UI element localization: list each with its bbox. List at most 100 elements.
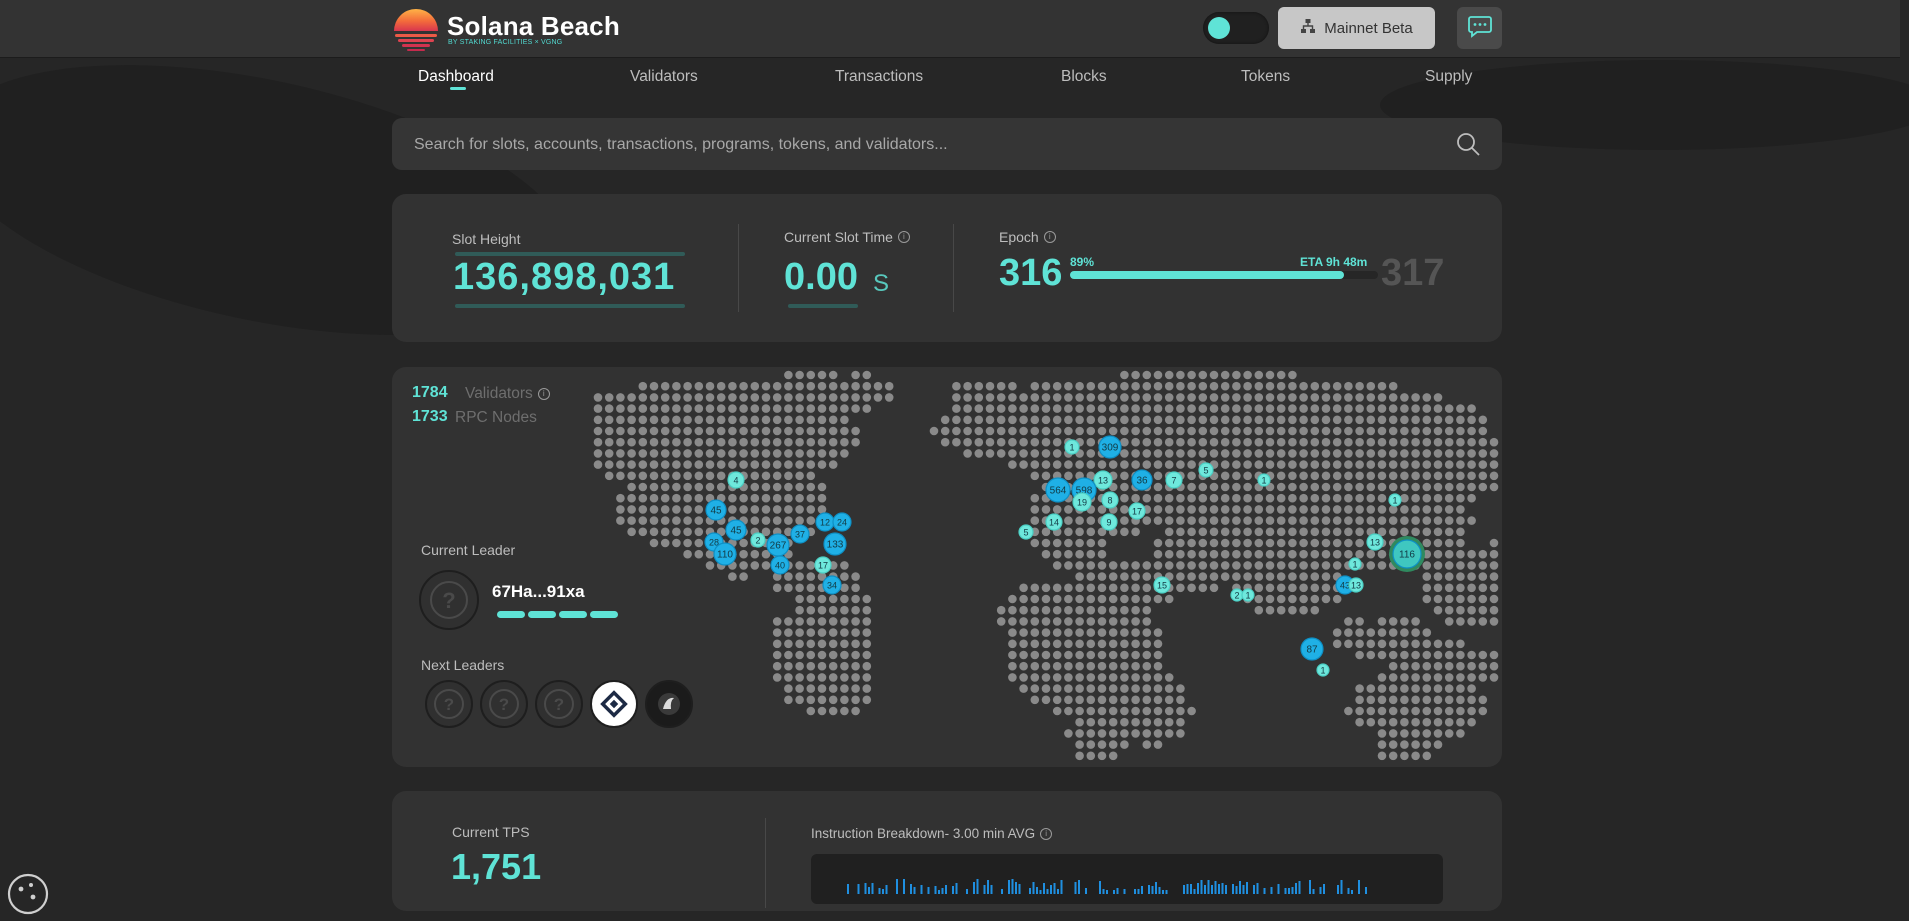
validator-cluster-marker[interactable] [1128, 502, 1146, 520]
validator-cluster-marker[interactable] [727, 471, 745, 489]
validator-cluster-marker[interactable] [1153, 576, 1171, 594]
map-dot [1400, 527, 1409, 537]
map-dot [1041, 449, 1051, 458]
map-dot [1108, 661, 1118, 671]
map-dot [1131, 370, 1140, 380]
info-icon[interactable]: i [1040, 827, 1053, 840]
validator-cluster-marker[interactable] [1392, 539, 1422, 569]
map-dot [1142, 617, 1152, 626]
nav-supply[interactable]: Supply [1425, 68, 1473, 85]
cookie-icon[interactable] [6, 872, 50, 921]
validator-cluster-marker[interactable] [1101, 491, 1119, 509]
map-dot [1108, 706, 1118, 716]
validator-cluster-marker[interactable] [1388, 493, 1402, 507]
validator-cluster-marker[interactable] [713, 542, 737, 566]
validator-cluster-marker[interactable] [1045, 513, 1063, 531]
map-dot [672, 505, 681, 514]
map-dot [672, 460, 681, 469]
map-dot [1411, 426, 1420, 436]
map-dot [1052, 381, 1062, 391]
next-leader-avatar[interactable] [590, 680, 638, 728]
validator-cluster-marker[interactable] [725, 519, 747, 541]
map-dot [1108, 583, 1118, 593]
map-dot [1344, 437, 1353, 447]
validator-cluster-marker[interactable] [1072, 492, 1092, 512]
map-dot [1052, 673, 1062, 682]
nav-validators[interactable]: Validators [630, 68, 698, 85]
map-dot [1288, 493, 1297, 503]
validator-cluster-marker[interactable] [705, 499, 727, 521]
current-leader-avatar[interactable]: ? [419, 570, 479, 630]
map-dot [1198, 449, 1208, 458]
validator-cluster-marker[interactable] [1198, 462, 1214, 478]
map-dot [817, 460, 827, 469]
validator-cluster-marker[interactable] [814, 556, 832, 574]
map-dot [1388, 527, 1398, 537]
map-dot [840, 426, 849, 436]
validator-cluster-marker[interactable] [822, 575, 842, 595]
current-leader-name[interactable]: 67Ha...91xa [492, 582, 585, 601]
map-dot [1355, 527, 1364, 537]
validator-cluster-marker[interactable] [1165, 471, 1183, 489]
nav-transactions[interactable]: Transactions [835, 68, 924, 85]
next-leader-avatar[interactable]: ? [535, 680, 583, 728]
toggle-knob [1208, 17, 1230, 39]
map-dot [1288, 460, 1297, 469]
info-icon[interactable]: i [1043, 231, 1056, 243]
next-leader-avatar[interactable] [645, 680, 693, 728]
epoch-current[interactable]: 316 [999, 252, 1063, 294]
validator-cluster-marker[interactable] [1064, 439, 1080, 455]
validator-cluster-marker[interactable] [1098, 435, 1122, 459]
validator-cluster-marker[interactable] [770, 555, 790, 575]
validator-cluster-marker[interactable] [1131, 469, 1153, 491]
info-icon[interactable]: i [897, 231, 910, 243]
nav-blocks[interactable]: Blocks [1061, 68, 1107, 85]
network-select-button[interactable]: Mainnet Beta [1278, 7, 1435, 49]
validator-cluster-marker[interactable] [1257, 473, 1271, 487]
validator-cluster-marker[interactable] [750, 532, 766, 548]
sunset-logo-icon[interactable] [392, 7, 440, 51]
validator-cluster-marker[interactable] [790, 524, 810, 544]
search-input[interactable] [412, 118, 1426, 172]
map-dot [795, 471, 804, 481]
validator-cluster-marker[interactable] [1045, 477, 1071, 503]
map-dot [817, 449, 827, 458]
map-dot [1388, 415, 1398, 425]
validator-cluster-marker[interactable] [1100, 513, 1118, 531]
map-dot [604, 460, 614, 469]
validator-cluster-marker[interactable] [1348, 557, 1362, 571]
nav-dashboard[interactable]: Dashboard [418, 68, 494, 85]
map-dot [1489, 572, 1499, 581]
epoch-next[interactable]: 317 [1381, 252, 1445, 294]
nav-tokens[interactable]: Tokens [1241, 68, 1291, 85]
map-dot [1433, 404, 1443, 413]
map-dot [1355, 404, 1364, 413]
next-leader-avatar[interactable]: ? [425, 680, 473, 728]
map-dot [1209, 426, 1219, 436]
validator-cluster-marker[interactable] [1018, 524, 1034, 540]
svg-text:?: ? [554, 695, 564, 714]
map-dot [1108, 717, 1118, 727]
map-dot [840, 661, 849, 671]
map-dot [1321, 437, 1331, 447]
validator-cluster-marker[interactable] [1093, 470, 1113, 490]
validator-cluster-marker[interactable] [1241, 588, 1255, 602]
map-dot [840, 381, 849, 391]
validator-cluster-marker[interactable] [832, 512, 852, 532]
map-dot [1030, 381, 1040, 391]
instruction-bar [1183, 885, 1185, 894]
map-dot [772, 415, 782, 425]
search-icon[interactable] [1455, 131, 1481, 162]
info-icon[interactable]: i [537, 388, 550, 400]
validator-cluster-marker[interactable] [1316, 663, 1330, 677]
validator-cluster-marker[interactable] [823, 532, 847, 556]
validator-cluster-marker[interactable] [1366, 533, 1384, 551]
map-dot [1444, 695, 1454, 705]
brand-title[interactable]: Solana Beach [447, 11, 620, 41]
validator-cluster-marker[interactable] [1300, 637, 1324, 661]
theme-toggle[interactable] [1203, 12, 1269, 44]
chat-button[interactable] [1457, 7, 1502, 49]
map-dot [1422, 527, 1432, 537]
validator-cluster-marker[interactable] [1348, 577, 1364, 593]
next-leader-avatar[interactable]: ? [480, 680, 528, 728]
